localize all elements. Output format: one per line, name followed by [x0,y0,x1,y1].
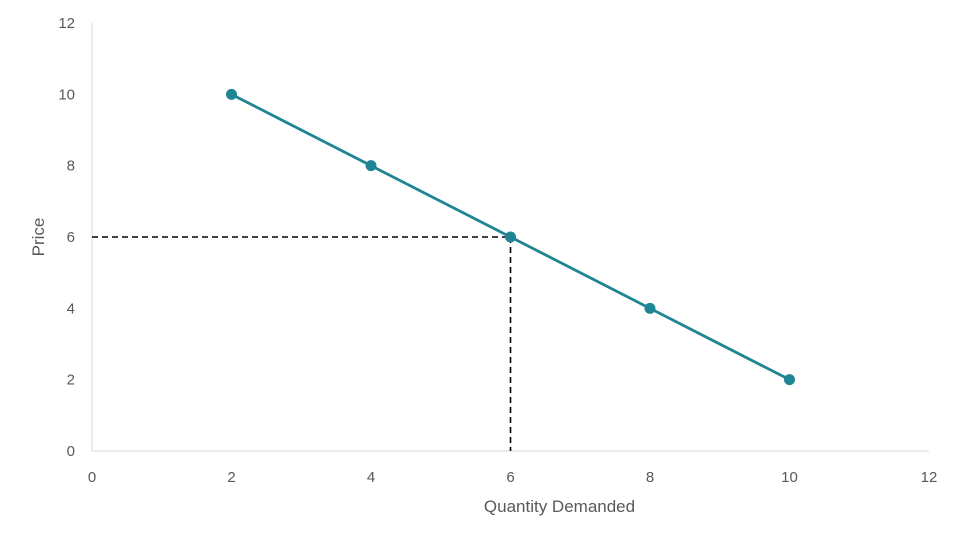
x-tick-labels: 0 2 4 6 8 10 12 [88,469,938,486]
x-tick-label: 2 [227,469,235,486]
data-point [644,302,656,314]
y-tick-labels: 0 2 4 6 8 10 12 [58,15,75,460]
x-tick-label: 10 [781,469,798,486]
y-tick-label: 6 [67,229,75,246]
x-axis-title: Quantity Demanded [484,497,635,516]
data-point [505,231,516,243]
x-tick-label: 4 [367,469,375,486]
y-axis-title: Price [29,218,48,257]
y-tick-label: 10 [58,86,75,103]
data-point [365,160,377,172]
x-tick-label: 6 [506,469,514,486]
guide-lines [92,236,512,451]
y-tick-label: 12 [58,15,75,32]
y-tick-label: 8 [67,158,75,175]
y-tick-label: 0 [67,443,75,460]
x-tick-label: 0 [88,469,96,486]
data-point [784,374,795,386]
y-tick-label: 2 [67,372,75,389]
x-tick-label: 12 [921,469,938,486]
data-point [226,88,237,100]
series-demand [226,88,795,386]
y-tick-label: 4 [67,300,75,317]
x-tick-label: 8 [646,469,654,486]
